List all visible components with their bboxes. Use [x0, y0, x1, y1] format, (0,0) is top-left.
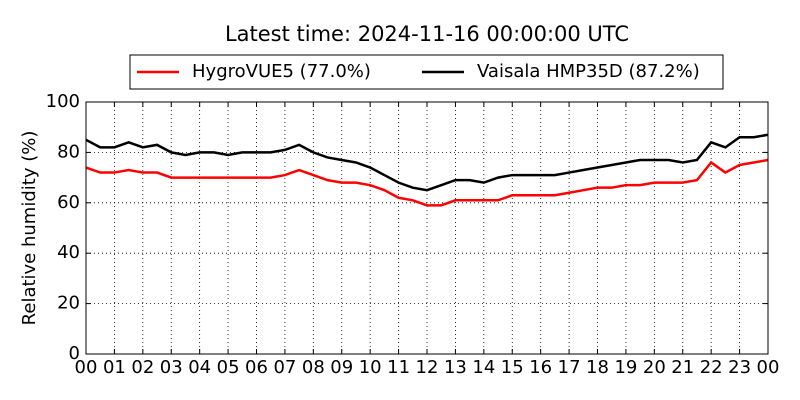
- x-tick-label: 11: [387, 357, 410, 378]
- x-tick-label: 19: [614, 357, 637, 378]
- x-tick-label: 22: [700, 357, 723, 378]
- x-tick-label: 09: [330, 357, 353, 378]
- y-tick-label: 20: [57, 293, 80, 314]
- x-tick-label: 14: [472, 357, 495, 378]
- x-tick-label: 21: [671, 357, 694, 378]
- x-tick-label: 05: [217, 357, 240, 378]
- x-tick-label: 13: [444, 357, 467, 378]
- y-tick-label: 100: [46, 91, 80, 112]
- y-tick-label: 60: [57, 192, 80, 213]
- y-tick-label: 80: [57, 141, 80, 162]
- y-tick-label: 0: [69, 343, 80, 364]
- x-tick-label: 16: [529, 357, 552, 378]
- legend-label: HygroVUE5 (77.0%): [192, 61, 371, 82]
- x-tick-label: 23: [728, 357, 751, 378]
- x-tick-label: 10: [359, 357, 382, 378]
- chart-title: Latest time: 2024-11-16 00:00:00 UTC: [225, 22, 629, 46]
- x-tick-label: 20: [643, 357, 666, 378]
- x-tick-label: 12: [416, 357, 439, 378]
- x-tick-label: 15: [501, 357, 524, 378]
- data-line: [85, 158, 769, 207]
- y-tick-label: 40: [57, 242, 80, 263]
- plot-frame: [85, 101, 769, 355]
- x-tick-label: 04: [188, 357, 211, 378]
- x-tick-label: 02: [131, 357, 154, 378]
- y-axis-label: Relative humidity (%): [19, 131, 40, 326]
- data-line: [85, 133, 769, 192]
- legend-label: Vaisala HMP35D (87.2%): [477, 61, 700, 82]
- x-tick-label: 00: [75, 357, 98, 378]
- x-tick-label: 07: [273, 357, 296, 378]
- x-tick-label: 18: [586, 357, 609, 378]
- x-tick-label: 03: [160, 357, 183, 378]
- x-tick-label: 06: [245, 357, 268, 378]
- x-tick-label: 00: [757, 357, 780, 378]
- x-tick-label: 01: [103, 357, 126, 378]
- x-tick-label: 17: [558, 357, 581, 378]
- x-tick-label: 08: [302, 357, 325, 378]
- legend-box: [129, 54, 724, 90]
